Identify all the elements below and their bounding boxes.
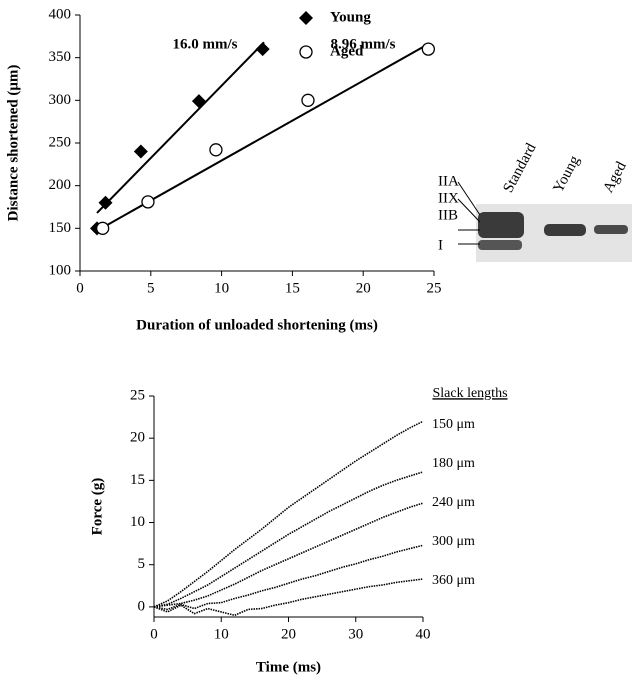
x-tick-label: 0: [76, 280, 84, 296]
x-tick-label: 20: [356, 280, 371, 296]
lane-label: Young: [550, 153, 583, 196]
band-label: I: [438, 237, 443, 253]
trace: [153, 420, 424, 608]
marker: [421, 42, 435, 56]
annotation: 8.96 mm/s: [331, 36, 396, 52]
y-tick-label: 250: [49, 134, 72, 150]
y-axis-label: Force (g): [89, 478, 105, 536]
marker: [96, 221, 110, 235]
gel-band: [478, 240, 522, 250]
legend-marker: [299, 45, 313, 59]
lane-label: Standard: [500, 140, 539, 195]
band-label: IIB: [438, 207, 458, 223]
x-tick-label: 5: [147, 280, 155, 296]
y-tick-label: 400: [49, 6, 72, 22]
x-axis-label: Time (ms): [256, 659, 321, 675]
x-tick-label: 10: [214, 280, 229, 296]
band-label: IIA: [438, 173, 459, 189]
gel-band: [594, 225, 628, 234]
trace: [153, 578, 424, 617]
marker: [255, 42, 270, 57]
x-tick-label: 25: [427, 280, 442, 296]
x-tick-label: 40: [416, 626, 431, 642]
trace-label: 300 μm: [432, 534, 475, 549]
y-tick-label: 350: [49, 49, 72, 65]
marker: [141, 195, 155, 209]
marker: [209, 143, 223, 157]
lane-label: Aged: [600, 159, 630, 196]
x-tick-label: 10: [214, 626, 229, 642]
y-tick-label: 20: [130, 430, 145, 446]
y-axis-label: Distance shortened (μm): [5, 65, 21, 222]
marker: [98, 195, 113, 210]
marker: [133, 144, 148, 159]
gel-image: [457, 181, 632, 262]
y-tick-label: 0: [138, 598, 146, 614]
x-tick-label: 30: [348, 626, 363, 642]
marker: [191, 94, 206, 109]
marker: [301, 93, 315, 107]
y-tick-label: 15: [130, 472, 145, 488]
legend-label: Aged: [330, 43, 364, 59]
y-tick-label: 10: [130, 514, 145, 530]
y-tick-label: 200: [49, 177, 72, 193]
y-tick-label: 25: [130, 387, 145, 403]
gel-band: [544, 224, 586, 236]
x-axis-label: Duration of unloaded shortening (ms): [136, 317, 378, 333]
trace: [153, 544, 424, 611]
fit-line: [100, 43, 429, 230]
legend-title: Slack lengths: [432, 386, 507, 401]
y-tick-label: 150: [49, 220, 72, 236]
legend-marker: [299, 11, 313, 25]
annotation: 16.0 mm/s: [173, 36, 238, 52]
y-tick-label: 300: [49, 92, 72, 108]
band-pointer: [457, 198, 481, 223]
legend-label: Young: [330, 9, 371, 25]
trace-label: 360 μm: [432, 573, 475, 588]
trace-label: 180 μm: [432, 456, 475, 471]
x-tick-label: 20: [281, 626, 296, 642]
fit-line: [96, 41, 265, 214]
trace-label: 150 μm: [432, 417, 475, 432]
trace-label: 240 μm: [432, 495, 475, 510]
band-pointer: [457, 181, 481, 216]
x-tick-label: 15: [285, 280, 300, 296]
y-tick-label: 5: [138, 556, 146, 572]
trace: [153, 471, 424, 608]
gel-band: [478, 212, 524, 238]
x-tick-label: 0: [150, 626, 158, 642]
trace: [153, 502, 424, 608]
y-tick-label: 100: [49, 262, 72, 278]
band-label: IIX: [438, 190, 459, 206]
